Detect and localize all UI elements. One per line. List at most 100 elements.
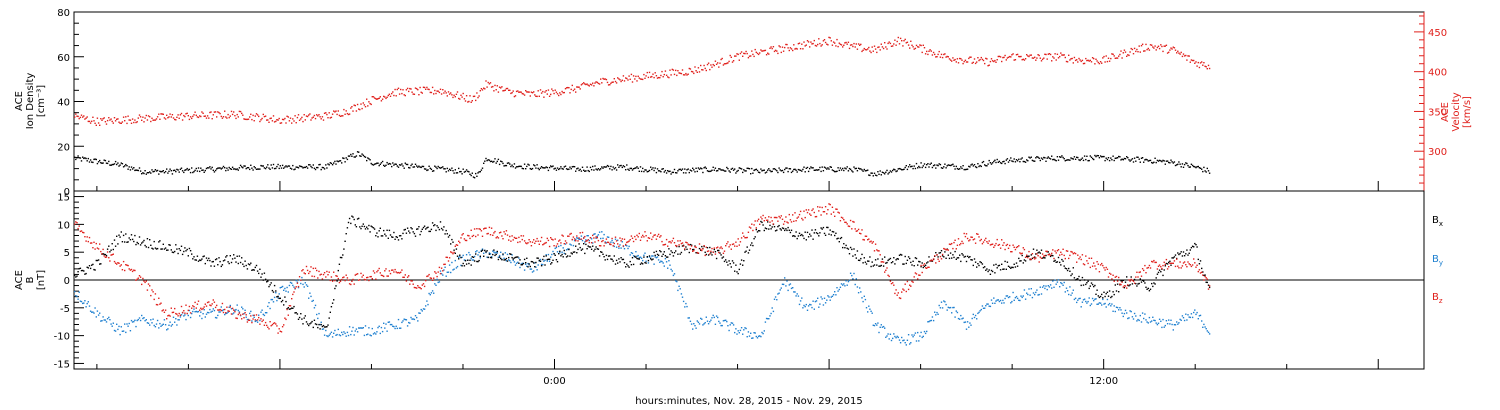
- by-point: [75, 295, 77, 297]
- bz-point: [959, 244, 961, 246]
- bx-point: [1013, 263, 1015, 265]
- by-point: [1007, 296, 1010, 299]
- density-point: [310, 165, 312, 168]
- bz-point: [131, 270, 134, 273]
- bz-point: [213, 301, 216, 303]
- density-point: [1135, 160, 1137, 162]
- by-point: [770, 312, 772, 315]
- by-point: [854, 283, 856, 286]
- bx-point: [888, 258, 890, 261]
- bx-point: [828, 233, 830, 235]
- velocity-point: [654, 72, 656, 74]
- bx-point: [487, 256, 489, 259]
- by-point: [755, 335, 757, 338]
- bz-point: [673, 242, 676, 244]
- by-point: [418, 312, 420, 314]
- density-point: [1038, 157, 1040, 159]
- bx-point: [966, 255, 969, 257]
- by-point: [892, 337, 894, 340]
- density-point: [381, 160, 384, 163]
- by-point: [572, 244, 575, 247]
- density-point: [229, 168, 231, 170]
- density-point: [659, 170, 661, 172]
- velocity-point: [707, 62, 710, 64]
- bx-point: [1085, 283, 1087, 286]
- bz-point: [890, 282, 893, 285]
- density-point: [587, 169, 589, 172]
- bx-point: [244, 260, 246, 262]
- velocity-point: [1088, 60, 1090, 62]
- bx-point: [937, 256, 939, 258]
- bz-point: [379, 272, 381, 274]
- by-point: [618, 247, 620, 249]
- density-point: [445, 171, 447, 173]
- bx-point: [797, 235, 800, 237]
- density-point: [1193, 165, 1195, 168]
- bz-point: [370, 275, 372, 278]
- velocity-point: [351, 106, 353, 108]
- bx-point: [979, 261, 981, 263]
- density-point: [338, 160, 341, 162]
- by-point: [1189, 316, 1191, 319]
- velocity-point: [1019, 56, 1021, 58]
- velocity-point: [1145, 43, 1147, 46]
- by-point: [162, 323, 164, 325]
- velocity-point: [1089, 59, 1091, 62]
- by-point: [822, 304, 825, 306]
- bx-point: [477, 260, 479, 263]
- bx-point: [392, 236, 394, 238]
- bx-point: [782, 227, 785, 230]
- bx-point: [512, 258, 514, 260]
- velocity-point: [564, 88, 567, 90]
- velocity-point: [1061, 54, 1063, 56]
- velocity-point: [268, 121, 270, 123]
- bx-point: [1122, 279, 1124, 281]
- velocity-point: [184, 115, 186, 118]
- bx-point: [103, 253, 105, 256]
- density-point: [751, 167, 753, 170]
- bz-point: [878, 250, 880, 252]
- bx-point: [1045, 254, 1047, 257]
- density-point: [392, 162, 394, 164]
- velocity-point: [288, 120, 291, 122]
- by-point: [116, 323, 118, 325]
- density-point: [697, 167, 700, 169]
- velocity-point: [961, 59, 963, 61]
- velocity-point: [202, 112, 204, 114]
- bz-point: [889, 280, 892, 282]
- velocity-point: [1054, 53, 1056, 55]
- by-point: [842, 284, 844, 286]
- by-point: [1091, 297, 1094, 300]
- velocity-point: [885, 46, 887, 48]
- velocity-point: [1105, 55, 1107, 57]
- by-point: [130, 319, 133, 322]
- bz-point: [789, 219, 792, 221]
- density-point: [972, 165, 974, 167]
- bx-point: [985, 269, 987, 271]
- by-point: [177, 319, 179, 321]
- by-point: [794, 291, 796, 293]
- velocity-point: [446, 95, 448, 97]
- bx-point: [603, 256, 605, 258]
- density-point: [166, 168, 168, 170]
- velocity-point: [120, 122, 122, 124]
- by-point: [428, 292, 430, 295]
- velocity-point: [305, 115, 308, 117]
- density-point: [597, 168, 600, 170]
- bx-point: [162, 243, 164, 245]
- density-point: [676, 172, 678, 174]
- velocity-point: [251, 118, 253, 121]
- by-point: [810, 304, 812, 306]
- bz-point: [366, 276, 368, 279]
- velocity-point: [988, 64, 990, 66]
- by-point: [551, 253, 553, 256]
- bx-point: [563, 249, 565, 252]
- density-point: [560, 166, 562, 168]
- velocity-point: [1139, 51, 1141, 53]
- density-point: [1141, 157, 1144, 159]
- velocity-point: [969, 56, 971, 58]
- by-point: [972, 313, 974, 316]
- by-point: [306, 285, 309, 287]
- density-point: [271, 167, 274, 169]
- velocity-point: [372, 96, 375, 98]
